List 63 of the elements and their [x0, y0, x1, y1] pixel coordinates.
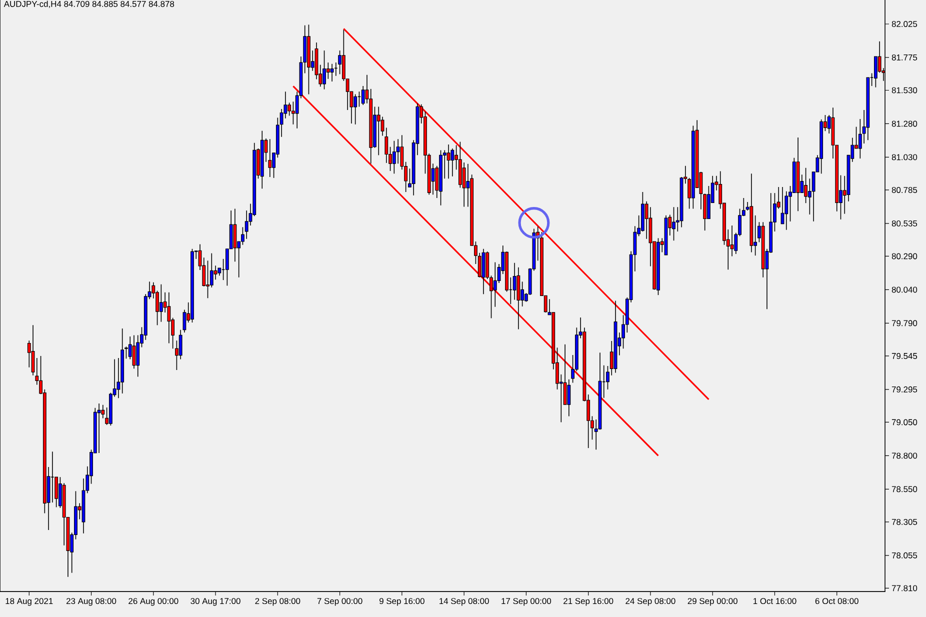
candlestick — [446, 144, 450, 179]
candlestick — [124, 346, 128, 360]
y-tick-label: 78.550 — [892, 486, 918, 492]
candlestick — [672, 206, 676, 241]
candlestick — [322, 50, 326, 90]
y-tick-label: 79.790 — [892, 320, 918, 326]
candlestick — [167, 292, 171, 344]
candlestick — [182, 309, 186, 333]
candlestick — [450, 148, 454, 177]
y-tick-label: 80.785 — [892, 186, 918, 193]
x-tick-label: 21 Sep 16:00 — [564, 598, 614, 606]
x-tick-label: 24 Sep 08:00 — [626, 598, 676, 606]
candlestick — [784, 190, 788, 230]
x-tick-label: 26 Aug 00:00 — [128, 598, 178, 606]
candlestick — [268, 138, 272, 178]
candlestick — [512, 262, 516, 300]
y-tick-label: 78.305 — [892, 518, 918, 525]
candlestick — [330, 63, 334, 82]
candlestick — [210, 252, 214, 288]
candlestick — [376, 106, 380, 156]
y-tick-label: 82.025 — [892, 21, 918, 27]
y-tick-label: 81.030 — [892, 154, 918, 160]
candlestick — [462, 162, 466, 208]
chart-title: AUDJPY-cd,H4 84.709 84.885 84.577 84.878 — [4, 0, 174, 8]
y-tick-label: 77.810 — [892, 585, 918, 592]
x-tick-label: 7 Sep 00:00 — [317, 598, 362, 606]
y-tick-label: 79.545 — [892, 352, 918, 359]
y-tick-label: 81.775 — [892, 54, 918, 60]
candlestick — [178, 329, 182, 360]
candlestick — [159, 284, 163, 322]
candlestick — [338, 50, 342, 75]
x-tick-label: 2 Sep 08:00 — [255, 598, 300, 606]
candlestick — [97, 403, 101, 454]
y-tick-label: 78.055 — [892, 552, 918, 558]
x-tick-label: 29 Sep 00:00 — [688, 598, 738, 606]
x-tick-label: 30 Aug 17:00 — [190, 598, 240, 606]
y-tick-label: 79.295 — [892, 386, 918, 392]
x-tick-label: 6 Oct 08:00 — [815, 598, 858, 604]
x-tick-label: 23 Aug 08:00 — [66, 598, 116, 606]
y-tick-label: 81.530 — [892, 87, 918, 94]
candlestick — [804, 167, 808, 204]
y-tick-label: 81.280 — [892, 120, 918, 127]
candlestick — [288, 102, 292, 116]
candlestick — [396, 138, 400, 164]
candlestick — [31, 324, 35, 376]
y-tick-label: 79.050 — [892, 419, 918, 426]
y-tick-label: 80.040 — [892, 286, 918, 293]
x-tick-label: 9 Sep 16:00 — [379, 598, 424, 606]
candlestick — [567, 378, 571, 417]
candlestick — [50, 451, 54, 503]
candlestick — [384, 127, 388, 164]
x-tick-label: 18 Aug 2021 — [6, 598, 53, 606]
x-tick-label: 17 Sep 00:00 — [502, 598, 552, 606]
candlestick — [136, 334, 140, 378]
candlestick — [233, 208, 237, 262]
x-tick-label: 14 Sep 08:00 — [440, 598, 489, 606]
x-tick-label: 1 Oct 16:00 — [753, 598, 796, 604]
candlestick — [493, 262, 497, 308]
y-tick-label: 80.535 — [892, 220, 918, 226]
y-tick-label: 80.290 — [892, 253, 918, 260]
candlestick — [392, 140, 396, 174]
candlestick — [354, 94, 358, 125]
y-tick-label: 78.800 — [892, 452, 918, 459]
